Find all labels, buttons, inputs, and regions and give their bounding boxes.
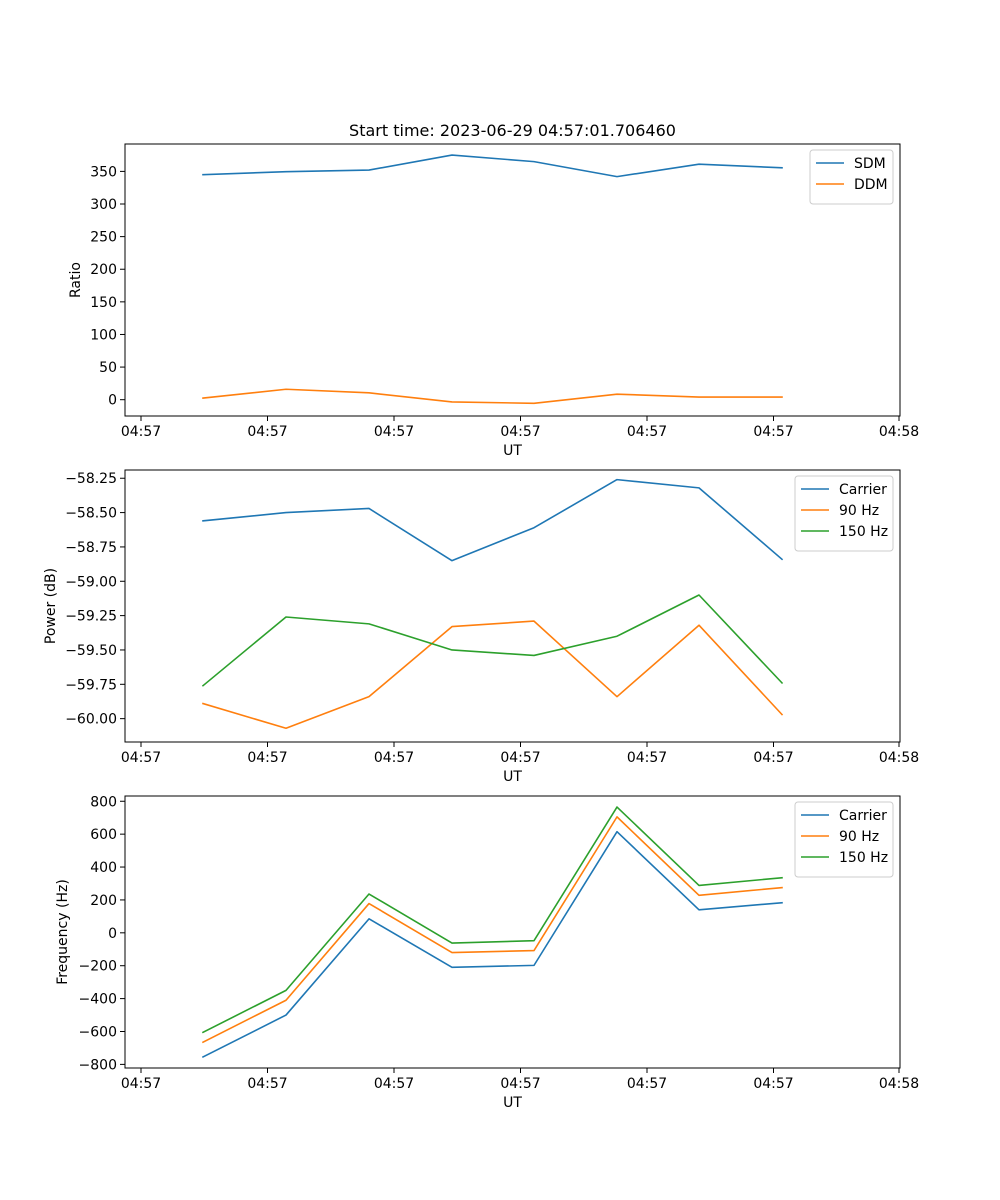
x-tick-label: 04:57	[374, 1076, 414, 1092]
legend-label: DDM	[854, 177, 888, 193]
y-tick-label: −58.50	[65, 506, 117, 522]
x-tick-label: 04:57	[500, 424, 540, 440]
y-axis-label: Frequency (Hz)	[55, 879, 71, 985]
y-tick-label: 0	[108, 393, 117, 409]
series-line-150-hz	[201, 594, 784, 687]
y-tick-label: −200	[79, 959, 117, 975]
series-line-carrier	[201, 830, 783, 1059]
x-tick-label: 04:58	[879, 424, 919, 440]
x-axis-label: UT	[503, 1095, 522, 1111]
x-tick-label: 04:57	[121, 424, 161, 440]
y-tick-label: 800	[90, 794, 117, 810]
x-tick-label: 04:57	[753, 1076, 793, 1092]
y-tick-label: −400	[79, 992, 117, 1008]
subplot-1: 04:57 04:57 04:57 04:57 04:57 04:57 04:58 0 50 10…	[68, 143, 919, 459]
x-tick-label: 04:57	[247, 424, 287, 440]
legend-label: Carrier	[839, 808, 887, 824]
x-tick-label: 04:57	[247, 1076, 287, 1092]
y-tick-label: 250	[90, 230, 117, 246]
y-tick-label: 200	[90, 893, 117, 909]
y-tick-label: −59.50	[65, 643, 117, 659]
legend-label: 150 Hz	[839, 850, 888, 866]
x-tick-label: 04:57	[627, 424, 667, 440]
x-tick-label: 04:57	[753, 750, 793, 766]
x-tick-label: 04:57	[121, 750, 161, 766]
x-tick-label: 04:58	[879, 1076, 919, 1092]
y-tick-label: −58.25	[65, 471, 117, 487]
y-tick-label: −59.25	[65, 609, 117, 625]
y-tick-label: 600	[90, 827, 117, 843]
y-tick-label: −600	[79, 1024, 117, 1040]
series-line-ddm	[202, 388, 783, 405]
y-tick-label: 200	[90, 262, 117, 278]
y-tick-label: 100	[90, 327, 117, 343]
y-tick-label: −800	[79, 1057, 117, 1073]
x-tick-label: 04:57	[374, 750, 414, 766]
subplot-3: 04:57 04:57 04:57 04:57 04:57 04:57 04:58 −800 −…	[55, 794, 919, 1111]
y-tick-label: −60.00	[65, 712, 117, 728]
subplot-2: 04:57 04:57 04:57 04:57 04:57 04:57 04:58 −58.2…	[43, 469, 919, 785]
y-axis-label: Ratio	[68, 262, 84, 298]
y-tick-label: 300	[90, 197, 117, 213]
y-tick-label: 0	[108, 926, 117, 942]
legend-label: SDM	[854, 156, 886, 172]
y-tick-label: 350	[90, 164, 117, 180]
legend-label: 90 Hz	[839, 503, 879, 519]
axes-frame	[124, 143, 901, 417]
axes-frame	[124, 469, 901, 743]
x-tick-label: 04:57	[247, 750, 287, 766]
x-tick-label: 04:58	[879, 750, 919, 766]
y-tick-label: −59.00	[65, 574, 117, 590]
x-tick-label: 04:57	[374, 424, 414, 440]
legend-label: 90 Hz	[839, 829, 879, 845]
y-tick-label: −59.75	[65, 677, 117, 693]
legend-box	[794, 801, 894, 878]
x-tick-label: 04:57	[753, 424, 793, 440]
chart-title: Start time: 2023-06-29 04:57:01.706460	[349, 121, 676, 140]
legend-label: 150 Hz	[839, 524, 888, 540]
series-line-90-hz	[201, 816, 783, 1044]
x-tick-label: 04:57	[500, 1076, 540, 1092]
y-axis-label: Power (dB)	[43, 568, 59, 644]
y-tick-label: 150	[90, 295, 117, 311]
y-tick-label: 50	[99, 360, 117, 376]
series-line-150-hz	[201, 806, 783, 1034]
series-line-carrier	[202, 478, 784, 562]
y-tick-label: 400	[90, 860, 117, 876]
axes-frame	[124, 795, 901, 1069]
x-tick-label: 04:57	[627, 1076, 667, 1092]
legend-label: Carrier	[839, 482, 887, 498]
y-tick-label: −58.75	[65, 540, 117, 556]
series-line-sdm	[202, 154, 783, 178]
x-tick-label: 04:57	[500, 750, 540, 766]
legend-box	[794, 475, 894, 552]
x-tick-label: 04:57	[121, 1076, 161, 1092]
x-tick-label: 04:57	[627, 750, 667, 766]
x-axis-label: UT	[503, 443, 522, 459]
x-axis-label: UT	[503, 769, 522, 785]
series-line-90-hz	[202, 620, 784, 730]
